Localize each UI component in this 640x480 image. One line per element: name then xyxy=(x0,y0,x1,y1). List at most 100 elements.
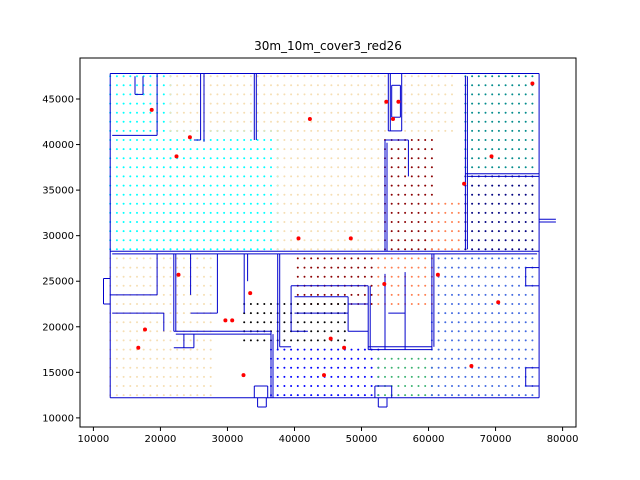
sample-point xyxy=(357,157,360,160)
sample-point xyxy=(303,394,306,397)
sample-point xyxy=(296,394,299,397)
sample-point xyxy=(417,166,420,169)
sample-point xyxy=(377,293,380,296)
sample-point xyxy=(236,230,239,233)
sample-point xyxy=(229,93,232,96)
sample-point xyxy=(229,248,232,251)
sample-point xyxy=(296,230,299,233)
sample-point xyxy=(330,211,333,214)
sample-point xyxy=(504,394,507,397)
sample-point xyxy=(370,157,373,160)
sample-point xyxy=(129,84,132,87)
sample-point xyxy=(437,266,440,269)
sample-point xyxy=(162,157,165,160)
sample-point xyxy=(497,221,500,223)
sample-point xyxy=(518,303,520,305)
sample-point xyxy=(457,375,460,378)
sample-point xyxy=(223,75,226,78)
axes-frame xyxy=(79,57,577,428)
sample-point xyxy=(343,184,346,187)
sample-point xyxy=(223,166,226,169)
sample-point xyxy=(357,93,360,96)
sample-point xyxy=(417,221,420,223)
sample-point xyxy=(491,266,494,269)
sample-point xyxy=(270,221,272,223)
sample-point xyxy=(229,230,232,233)
sample-point xyxy=(129,366,132,369)
sample-point xyxy=(196,193,199,196)
sample-point xyxy=(196,184,199,187)
sample-point xyxy=(156,157,159,160)
sample-point xyxy=(357,102,360,105)
sample-point xyxy=(410,284,413,287)
sample-point xyxy=(196,266,199,269)
sample-point xyxy=(290,339,293,342)
sample-point xyxy=(263,166,266,169)
sample-point xyxy=(504,284,507,287)
sample-point xyxy=(410,275,413,278)
sample-point xyxy=(363,257,366,260)
sample-point xyxy=(216,166,219,169)
red-point xyxy=(136,345,141,350)
y-tick-label: 30000 xyxy=(42,231,74,242)
sample-point xyxy=(216,239,219,242)
sample-point xyxy=(491,111,494,114)
sample-point xyxy=(357,230,360,233)
sample-point xyxy=(229,129,232,132)
sample-point xyxy=(511,93,514,96)
sample-point xyxy=(149,139,152,141)
sample-point xyxy=(263,84,266,87)
sample-region xyxy=(464,175,534,251)
sample-point xyxy=(169,275,172,278)
red-point xyxy=(489,154,494,159)
sample-point xyxy=(437,385,440,387)
sample-point xyxy=(189,120,192,123)
sample-point xyxy=(451,385,453,387)
sample-point xyxy=(249,230,252,233)
sample-point xyxy=(511,266,514,269)
sample-point xyxy=(357,129,360,132)
sample-point xyxy=(303,75,306,78)
sample-point xyxy=(310,84,313,87)
sample-point xyxy=(343,266,346,269)
sample-point xyxy=(424,375,427,378)
sample-point xyxy=(176,394,179,397)
sample-point xyxy=(243,248,246,251)
sample-point xyxy=(390,366,393,369)
sample-point xyxy=(531,303,534,305)
sample-point xyxy=(323,175,326,178)
sample-point xyxy=(149,230,152,233)
sample-point xyxy=(417,157,420,160)
sample-point xyxy=(323,111,326,114)
sample-point xyxy=(370,102,373,105)
sample-point xyxy=(162,275,165,278)
sample-point xyxy=(270,120,272,123)
sample-point xyxy=(531,321,534,324)
sample-point xyxy=(256,339,259,342)
sample-point xyxy=(122,394,125,397)
sample-point xyxy=(504,348,507,351)
sample-point xyxy=(323,129,326,132)
x-tick-label: 30000 xyxy=(212,434,244,445)
sample-point xyxy=(511,303,514,305)
sample-point xyxy=(410,139,413,141)
sample-point xyxy=(497,339,500,342)
sample-point xyxy=(330,321,333,324)
sample-point xyxy=(283,394,286,397)
sample-point xyxy=(249,93,252,96)
sample-point xyxy=(136,202,138,205)
sample-point xyxy=(303,157,306,160)
sample-point xyxy=(363,93,366,96)
sample-point xyxy=(115,193,118,196)
sample-point xyxy=(169,184,172,187)
sample-point xyxy=(296,248,299,251)
sample-point xyxy=(343,248,346,251)
sample-point xyxy=(270,321,272,324)
sample-point xyxy=(310,394,313,397)
sample-point xyxy=(115,339,118,342)
sample-point xyxy=(437,75,440,78)
sample-point xyxy=(209,166,212,169)
sample-point xyxy=(276,93,279,96)
sample-point xyxy=(182,248,185,251)
sample-point xyxy=(129,385,132,387)
